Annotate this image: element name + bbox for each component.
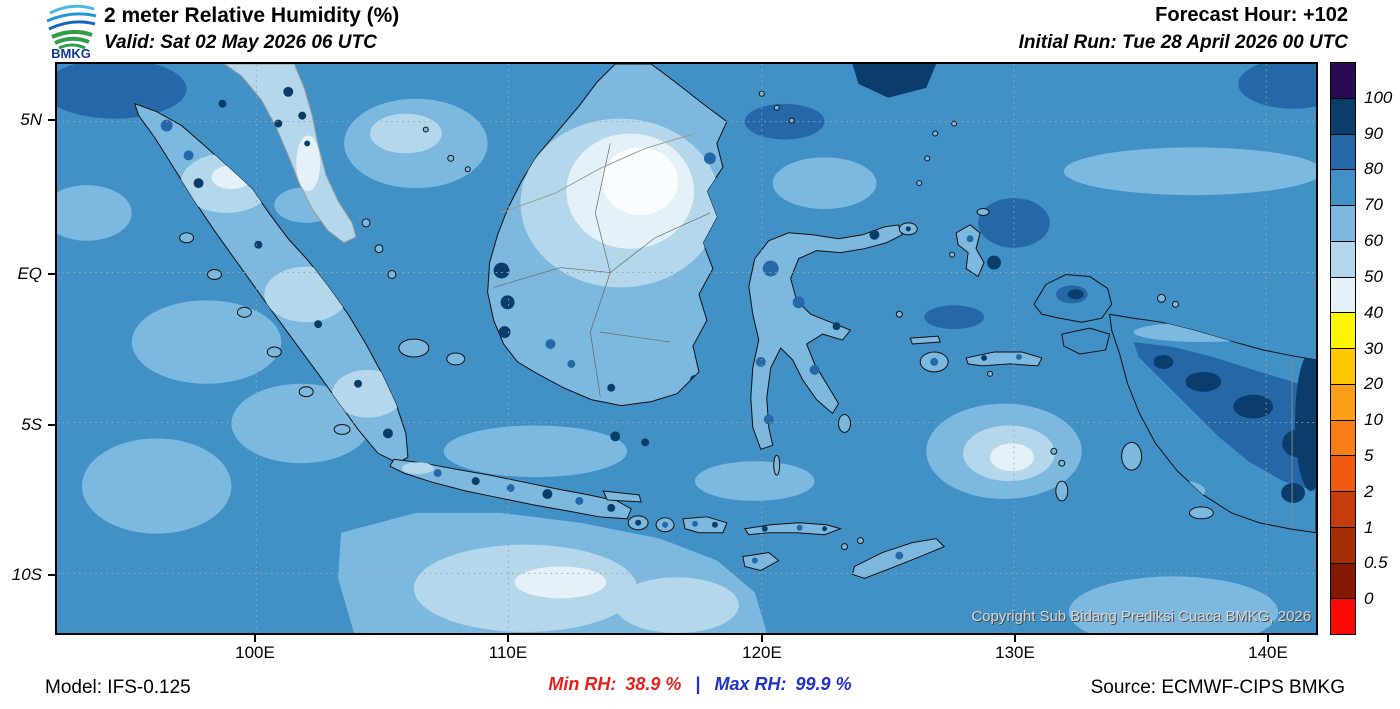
- x-axis-label: 130E: [995, 643, 1035, 662]
- x-axis-tick: [761, 635, 763, 642]
- colorbar-segment: [1331, 349, 1355, 385]
- colorbar-label: 20: [1364, 374, 1383, 394]
- colorbar-segment: [1331, 313, 1355, 349]
- rh-separator: |: [695, 674, 701, 694]
- colorbar-segment: [1331, 420, 1355, 457]
- colorbar-label: 50: [1364, 266, 1383, 286]
- colorbar-label: 10: [1364, 410, 1383, 430]
- malay-peninsula: [218, 64, 357, 244]
- logo-wind-arc: [49, 4, 95, 15]
- bmkg-logo: BMKG: [46, 4, 97, 59]
- colorbar-segment: [1331, 492, 1355, 528]
- y-axis-tick: [48, 119, 55, 121]
- malaysia-border: [500, 133, 696, 214]
- logo-earth-arc: [58, 43, 86, 50]
- max-rh: Max RH: 99.9 %: [715, 674, 852, 694]
- x-axis-label: 110E: [488, 643, 528, 662]
- logo-wave-arc: [48, 20, 96, 31]
- y-axis-tick: [48, 574, 55, 576]
- y-axis-label: 5N: [20, 110, 42, 129]
- min-rh-value: 38.9 %: [625, 674, 682, 694]
- colorbar-segment: [1331, 599, 1355, 634]
- colorbar-label: 100: [1364, 87, 1393, 107]
- x-axis-tick: [254, 635, 256, 642]
- min-rh-label: Min RH:: [548, 674, 617, 694]
- page-title: 2 meter Relative Humidity (%): [104, 4, 400, 27]
- island-sulawesi: [748, 130, 939, 476]
- colorbar-segment: [1331, 277, 1355, 314]
- min-rh: Min RH: 38.9 %: [548, 674, 681, 694]
- y-axis-label: EQ: [17, 264, 42, 283]
- colorbar-segment: [1331, 456, 1355, 492]
- colorbar-label: 1: [1364, 517, 1374, 537]
- colorbar-label: 80: [1364, 159, 1383, 179]
- logo-earth-arc: [54, 36, 90, 45]
- colorbar-label: 90: [1364, 123, 1383, 143]
- source-label: Source: ECMWF-CIPS BMKG: [1090, 677, 1345, 698]
- initial-run: Initial Run: Tue 28 April 2026 00 UTC: [1018, 32, 1348, 53]
- maluku-islands: [758, 90, 1143, 502]
- colorbar-label: 5: [1364, 445, 1374, 465]
- colorbar-segment: [1331, 241, 1355, 278]
- ocean-humidity-shading: [57, 64, 1316, 633]
- colorbar-segment: [1331, 170, 1355, 206]
- valid-time: Valid: Sat 02 May 2026 06 UTC: [104, 32, 377, 53]
- map-frame: Copyright Sub Bidang Prediksi Cuaca BMKG…: [55, 62, 1318, 635]
- colorbar-segment: [1331, 527, 1355, 564]
- colorbar-label: 60: [1364, 231, 1383, 251]
- x-axis-label: 100E: [235, 643, 275, 662]
- copyright-shadow: Copyright Sub Bidang Prediksi Cuaca BMKG…: [972, 609, 1312, 626]
- x-axis-tick: [507, 635, 509, 642]
- copyright-text: Copyright Sub Bidang Prediksi Cuaca BMKG…: [971, 608, 1311, 625]
- colorbar-segment: [1331, 134, 1355, 171]
- model-label: Model: IFS-0.125: [45, 677, 191, 698]
- x-axis-label: 120E: [742, 643, 782, 662]
- y-axis-label: 5S: [21, 415, 42, 434]
- forecast-hour: Forecast Hour: +102: [1155, 4, 1348, 26]
- colorbar-segment: [1331, 384, 1355, 421]
- island-java: [389, 458, 642, 520]
- y-axis-tick: [48, 273, 55, 275]
- logo-text: BMKG: [51, 46, 91, 59]
- colorbar-label: 30: [1364, 338, 1383, 358]
- colorbar-label: 0.5: [1364, 553, 1388, 573]
- colorbar-segment: [1331, 63, 1355, 99]
- x-axis-tick: [1014, 635, 1016, 642]
- colorbar-segment: [1331, 98, 1355, 135]
- humidity-map: Copyright Sub Bidang Prediksi Cuaca BMKG…: [57, 64, 1316, 633]
- island-borneo: [487, 64, 728, 407]
- colorbar-label: 0: [1364, 589, 1374, 609]
- colorbar-label: 40: [1364, 302, 1383, 322]
- y-axis-label: 10S: [11, 565, 42, 584]
- x-axis-tick: [1267, 635, 1269, 642]
- colorbar-label: 2: [1364, 481, 1374, 501]
- colorbar: [1330, 62, 1356, 635]
- colorbar-segment: [1331, 206, 1355, 242]
- max-rh-label: Max RH:: [714, 674, 787, 694]
- colorbar-segment: [1331, 563, 1355, 600]
- max-rh-value: 99.9 %: [795, 674, 852, 694]
- logo-wind-arc: [46, 12, 97, 23]
- province-boundaries: [493, 143, 711, 397]
- y-axis-tick: [48, 424, 55, 426]
- colorbar-label: 70: [1364, 195, 1383, 215]
- x-axis-label: 140E: [1248, 643, 1288, 662]
- logo-earth-arc: [51, 30, 93, 39]
- nusa-tenggara-islands: [627, 515, 946, 579]
- rh-range: Min RH: 38.9 % | Max RH: 99.9 %: [548, 674, 851, 695]
